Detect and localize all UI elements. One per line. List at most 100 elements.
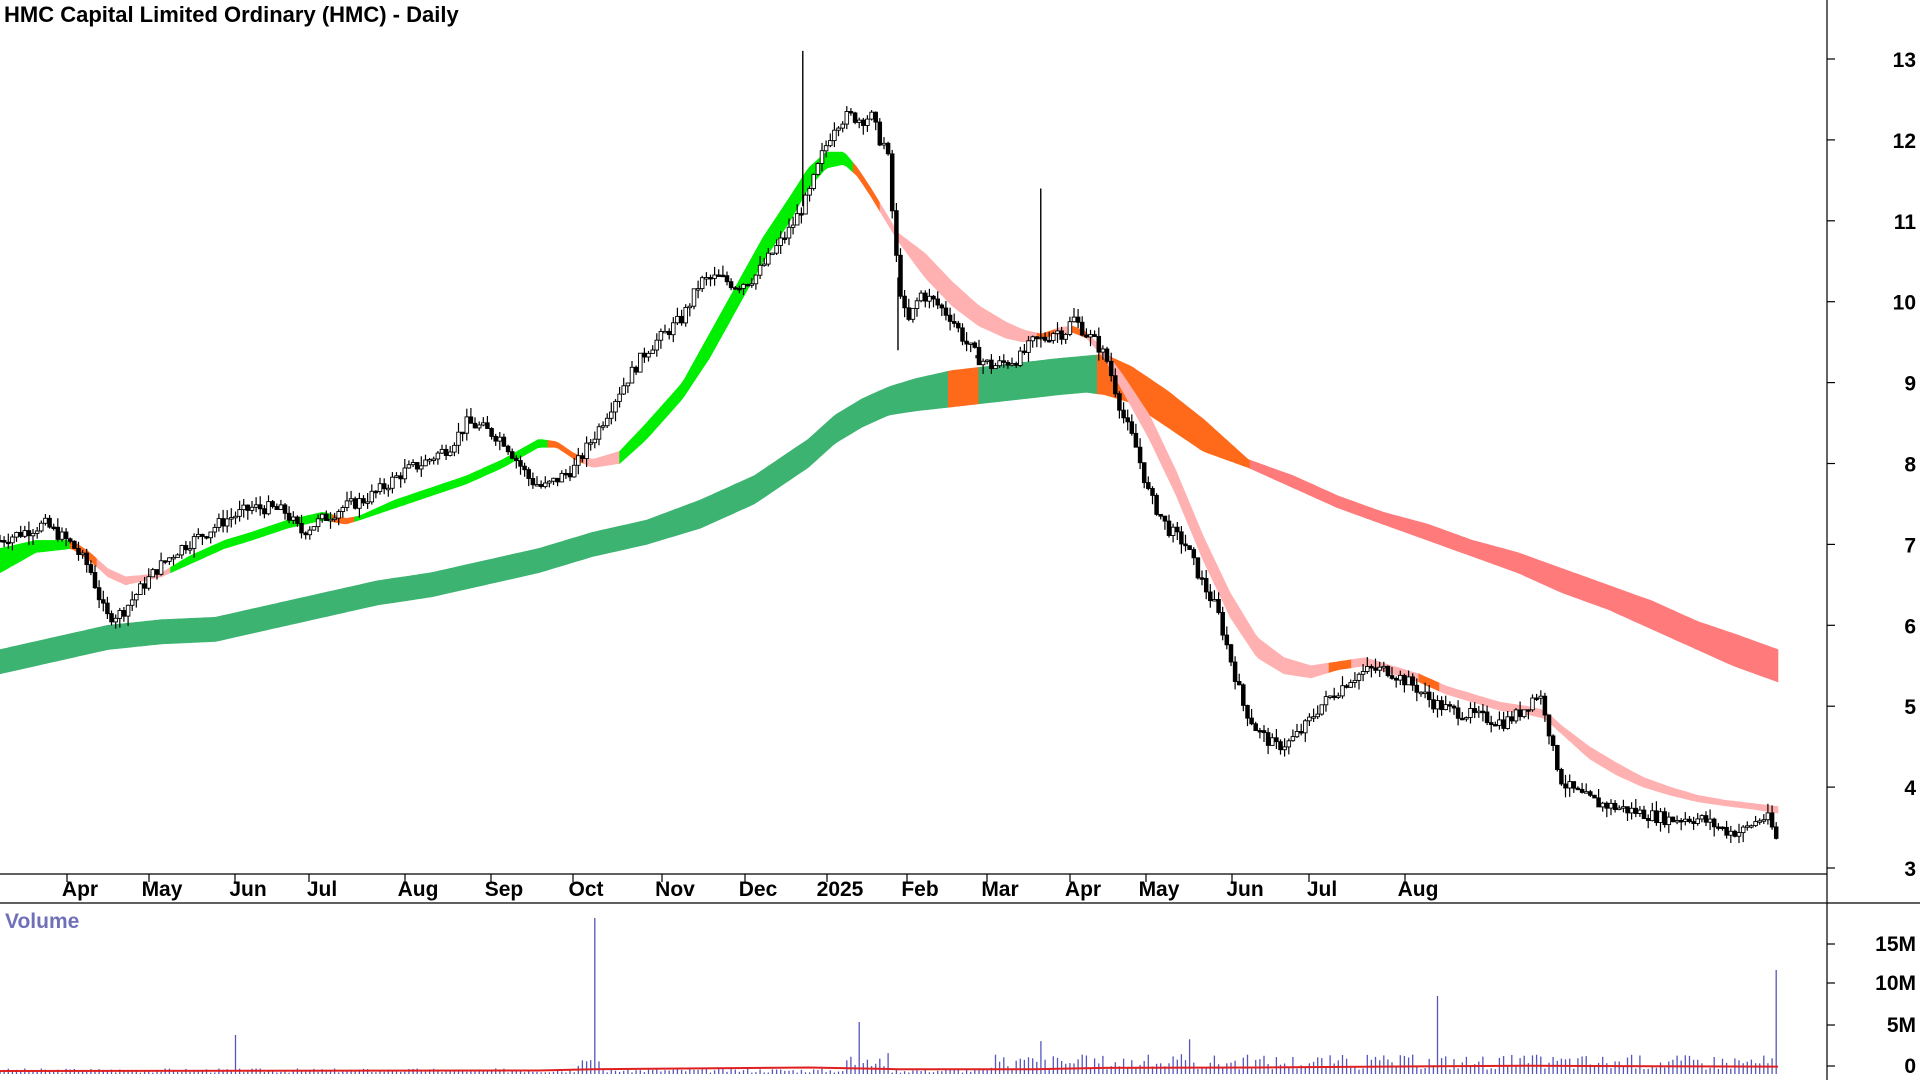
candle-up: [1521, 709, 1527, 718]
candle-down: [262, 508, 267, 515]
candle-down: [885, 142, 891, 155]
candle-up: [1319, 704, 1325, 715]
candle-up: [646, 352, 651, 358]
candle-up: [476, 424, 482, 429]
volume-average-line: [0, 1064, 1779, 1072]
candle-up: [1212, 599, 1217, 602]
candle-down: [460, 431, 465, 435]
time-tick-label: Mar: [981, 878, 1018, 901]
candle-up: [315, 518, 321, 528]
fast-ma-band-segment: [1328, 659, 1352, 673]
candle-up: [753, 274, 759, 285]
slow-ma-band-segment: [978, 354, 1098, 405]
candle-down: [1195, 557, 1201, 579]
candle-up: [30, 532, 36, 537]
candle-up: [997, 360, 1002, 367]
candle-down: [1232, 661, 1238, 682]
candle-up: [675, 315, 680, 324]
candle-down: [555, 477, 560, 483]
candle-down: [1265, 732, 1271, 746]
candle-up: [340, 507, 346, 512]
candle-down: [47, 517, 52, 528]
candle-up: [307, 529, 313, 536]
candle-up: [819, 150, 825, 164]
candle-down: [737, 287, 742, 291]
candle-up: [386, 487, 391, 491]
candle-up: [1616, 807, 1622, 811]
candle-down: [88, 564, 94, 573]
fast-ma-band-segment: [0, 540, 71, 574]
candle-down: [724, 275, 730, 283]
candle-up: [196, 533, 201, 538]
candle-up: [319, 513, 325, 520]
price-tick-label: 12: [1893, 130, 1916, 153]
candle-up: [1736, 832, 1742, 837]
candle-up: [1067, 321, 1073, 335]
candle-up: [770, 252, 775, 256]
candle-down: [183, 545, 189, 551]
candle-down: [505, 445, 511, 453]
candle-down: [361, 498, 366, 504]
candle-down: [1526, 709, 1531, 712]
price-tick-label: 9: [1904, 373, 1916, 396]
candle-down: [1117, 393, 1122, 411]
candle-up: [1608, 802, 1614, 809]
candle-down: [956, 322, 961, 329]
candle-down: [299, 523, 304, 534]
candle-up: [683, 307, 688, 324]
candle-down: [526, 469, 531, 479]
candle-down: [708, 277, 713, 280]
candle-up: [1538, 695, 1544, 699]
candle-up: [1282, 746, 1287, 751]
candle-up: [1757, 820, 1762, 823]
time-tick-label: Oct: [568, 878, 603, 901]
candle-down: [1141, 462, 1147, 484]
candle-up: [1621, 806, 1626, 809]
candle-up: [1707, 818, 1713, 823]
candle-down: [1113, 375, 1118, 395]
candle-up: [423, 459, 428, 467]
candle-up: [150, 569, 156, 578]
candle-up: [1745, 825, 1750, 828]
candle-down: [1431, 699, 1436, 710]
candle-down: [67, 538, 73, 542]
time-tick-label: Dec: [739, 878, 778, 901]
price-tick-label: 5: [1904, 696, 1916, 719]
candle-down: [101, 599, 106, 604]
candle-down: [1555, 744, 1560, 770]
candle-down: [1493, 724, 1498, 727]
candle-down: [923, 292, 928, 302]
candle-up: [980, 360, 986, 366]
candle-up: [311, 526, 317, 531]
candle-up: [14, 531, 19, 538]
candle-down: [282, 504, 288, 514]
candle-down: [1596, 797, 1601, 808]
candle-down: [485, 422, 490, 429]
candle-up: [1753, 821, 1758, 827]
candle-up: [823, 145, 829, 152]
candle-down: [1389, 675, 1395, 679]
candle-up: [1406, 676, 1411, 686]
candle-up: [1170, 526, 1176, 536]
candle-down: [1261, 730, 1267, 734]
candle-down: [1, 540, 7, 543]
candle-down: [1625, 806, 1630, 814]
candle-up: [1055, 330, 1060, 335]
candle-up: [390, 476, 395, 489]
price-tick-label: 11: [1894, 211, 1917, 234]
candle-up: [1583, 791, 1589, 794]
time-tick-label: Sep: [485, 878, 524, 901]
candle-up: [1600, 802, 1605, 808]
candle-down: [414, 462, 420, 470]
candle-down: [989, 359, 994, 370]
candle-up: [803, 194, 808, 215]
candle-up: [869, 111, 874, 120]
candle-down: [1687, 818, 1692, 823]
candle-down: [1451, 705, 1457, 709]
candle-down: [964, 340, 969, 345]
candle-up: [179, 545, 185, 556]
candle-down: [84, 552, 89, 566]
candle-up: [237, 509, 242, 517]
candle-down: [1249, 717, 1254, 725]
candle-down: [1678, 820, 1684, 823]
